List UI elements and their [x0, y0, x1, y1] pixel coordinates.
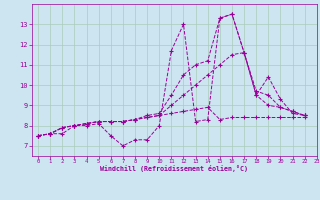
- X-axis label: Windchill (Refroidissement éolien,°C): Windchill (Refroidissement éolien,°C): [100, 165, 248, 172]
